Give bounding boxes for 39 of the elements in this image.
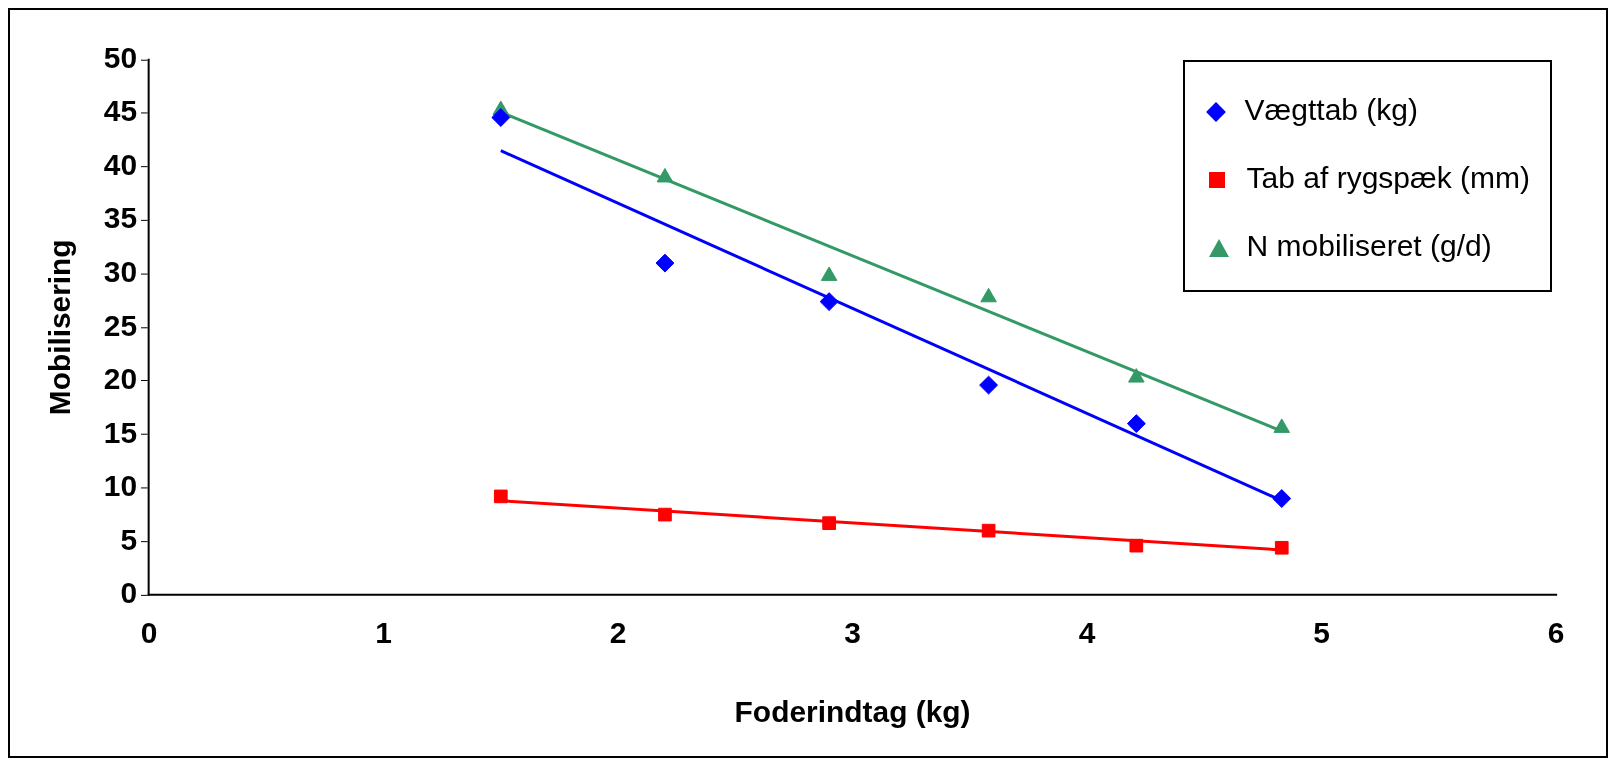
point bbox=[493, 489, 508, 504]
x-tick-label: 2 bbox=[609, 615, 627, 649]
point bbox=[1273, 418, 1291, 433]
point bbox=[656, 168, 674, 183]
point bbox=[491, 108, 511, 127]
y-axis-title: Mobilisering bbox=[43, 239, 77, 416]
y-tick-label: 45 bbox=[103, 94, 138, 128]
legend-label: Vægttab (kg) bbox=[1244, 93, 1419, 126]
y-tick-label: 20 bbox=[103, 362, 138, 396]
point bbox=[658, 507, 672, 522]
point bbox=[1274, 540, 1289, 555]
legend-label: Tab af rygspæk (mm) bbox=[1246, 161, 1530, 194]
y-tick-label: 30 bbox=[103, 255, 138, 288]
x-tick-label: 6 bbox=[1547, 615, 1565, 649]
x-tick-label: 1 bbox=[375, 615, 392, 649]
point bbox=[979, 375, 999, 395]
y-tick-label: 50 bbox=[103, 40, 138, 74]
point bbox=[1126, 414, 1146, 434]
x-tick-label: 5 bbox=[1313, 615, 1330, 649]
y-tick-label: 0 bbox=[120, 576, 138, 610]
y-tick-label: 40 bbox=[103, 148, 138, 181]
point bbox=[981, 523, 996, 538]
point bbox=[1128, 368, 1145, 383]
point bbox=[819, 292, 839, 312]
x-tick-label: 4 bbox=[1078, 615, 1096, 649]
y-tick-label: 5 bbox=[120, 522, 138, 556]
y-tick-label: 35 bbox=[103, 201, 138, 235]
y-tick-label: 15 bbox=[103, 415, 138, 449]
legend-label: N mobiliseret (g/d) bbox=[1246, 229, 1492, 262]
point bbox=[1129, 538, 1144, 553]
point bbox=[980, 287, 997, 303]
y-tick-label: 10 bbox=[103, 469, 138, 503]
point bbox=[820, 266, 838, 281]
y-tick-label: 25 bbox=[103, 308, 138, 342]
point bbox=[655, 253, 675, 273]
point bbox=[1272, 489, 1292, 508]
x-axis-title: Foderindtag (kg) bbox=[734, 695, 971, 729]
point bbox=[822, 516, 836, 530]
x-tick-label: 3 bbox=[844, 615, 861, 649]
